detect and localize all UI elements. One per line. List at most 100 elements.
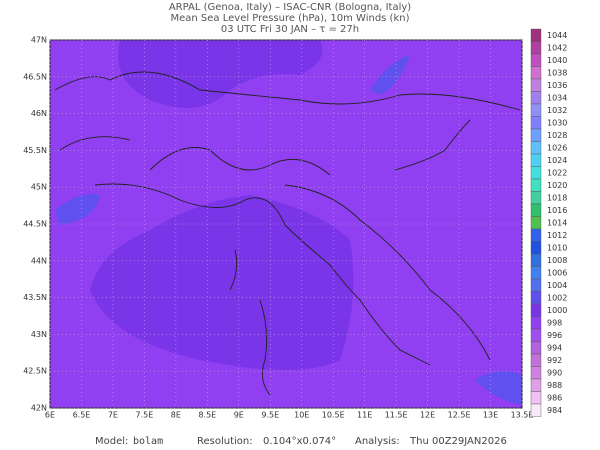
footer-label: Analysis:: [355, 436, 400, 447]
boundary-line: [54, 71, 521, 396]
x-tick-label: 6E: [45, 411, 55, 420]
colorbar-label: 1000: [547, 306, 567, 315]
colorbar-swatch: [530, 66, 542, 80]
colorbar-label: 984: [547, 406, 562, 415]
y-tick-label: 43.5N: [23, 293, 47, 302]
colorbar-label: 988: [547, 381, 562, 390]
x-tick-label: 6.5E: [73, 411, 91, 420]
x-tick-label: 9.5E: [261, 411, 279, 420]
colorbar-swatch: [530, 203, 542, 217]
y-tick-label: 46N: [31, 109, 47, 118]
colorbar-label: 1034: [547, 93, 567, 102]
colorbar-swatch: [530, 141, 542, 155]
x-tick-label: 13.5E: [511, 411, 534, 420]
colorbar-swatch: [530, 128, 542, 142]
colorbar-swatch: [530, 291, 542, 305]
colorbar-swatch: [530, 228, 542, 242]
colorbar-label: 1018: [547, 193, 567, 202]
colorbar-swatch: [530, 41, 542, 55]
colorbar-label: 1008: [547, 256, 567, 265]
x-tick-label: 10E: [294, 411, 309, 420]
colorbar-swatch: [530, 116, 542, 130]
footer-value: Thu 00Z29JAN2026: [409, 436, 507, 447]
colorbar-label: 996: [547, 331, 562, 340]
colorbar-swatch: [530, 341, 542, 355]
colorbar-label: 992: [547, 356, 562, 365]
footer-value: bolam: [133, 436, 163, 447]
x-tick-label: 7E: [108, 411, 118, 420]
colorbar-label: 994: [547, 343, 562, 352]
y-tick-label: 42.5N: [23, 367, 47, 376]
colorbar-label: 1006: [547, 268, 567, 277]
colorbar-label: 1026: [547, 143, 567, 152]
colorbar-swatch: [530, 366, 542, 380]
colorbar-swatch: [530, 241, 542, 255]
colorbar-swatch: [530, 191, 542, 205]
colorbar-swatch: [530, 178, 542, 192]
x-tick-label: 7.5E: [136, 411, 154, 420]
colorbar-swatch: [530, 78, 542, 92]
colorbar-swatch: [530, 353, 542, 367]
colorbar-swatch: [530, 166, 542, 180]
colorbar-swatch: [530, 153, 542, 167]
colorbar-label: 1002: [547, 293, 567, 302]
x-tick-label: 12.5E: [448, 411, 471, 420]
pressure-region: [55, 194, 100, 225]
colorbar-label: 1040: [547, 56, 567, 65]
pressure-region: [90, 195, 354, 370]
colorbar-label: 986: [547, 393, 562, 402]
x-tick-label: 13E: [483, 411, 498, 420]
y-tick-label: 44N: [31, 256, 47, 265]
colorbar-label: 1012: [547, 231, 567, 240]
y-tick-label: 45N: [31, 183, 47, 192]
footer-label: Resolution:: [197, 436, 253, 447]
y-tick-label: 44.5N: [23, 220, 47, 229]
colorbar-swatch: [530, 53, 542, 67]
colorbar-label: 1022: [547, 168, 567, 177]
colorbar-swatch: [530, 378, 542, 392]
colorbar-swatch: [530, 403, 542, 417]
colorbar-swatch: [530, 303, 542, 317]
x-tick-label: 10.5E: [322, 411, 345, 420]
footer-value: 0.104°x0.074°: [263, 436, 336, 447]
colorbar-label: 1044: [547, 31, 567, 40]
colorbar-label: 1032: [547, 106, 567, 115]
colorbar-swatch: [530, 253, 542, 267]
pressure-region: [370, 55, 410, 95]
title-line: ARPAL (Genoa, Italy) – ISAC-CNR (Bologna…: [169, 2, 411, 13]
colorbar-label: 1014: [547, 218, 567, 227]
colorbar-label: 1036: [547, 81, 567, 90]
colorbar-swatch: [530, 216, 542, 230]
colorbar-swatch: [530, 266, 542, 280]
colorbar-label: 1016: [547, 206, 567, 215]
colorbar-swatch: [530, 328, 542, 342]
colorbar-swatch: [530, 391, 542, 405]
x-tick-label: 12E: [420, 411, 435, 420]
colorbar-label: 1010: [547, 243, 567, 252]
colorbar-swatch: [530, 28, 542, 42]
colorbar-swatch: [530, 316, 542, 330]
y-tick-label: 45.5N: [23, 146, 47, 155]
colorbar-swatch: [530, 278, 542, 292]
colorbar-swatch: [530, 103, 542, 117]
x-tick-label: 11E: [357, 411, 372, 420]
x-tick-label: 8.5E: [198, 411, 216, 420]
colorbar-label: 1004: [547, 281, 567, 290]
y-tick-label: 43N: [31, 330, 47, 339]
colorbar-label: 998: [547, 318, 562, 327]
pressure-region: [475, 371, 522, 405]
colorbar-label: 1024: [547, 156, 567, 165]
title-line: Mean Sea Level Pressure (hPa), 10m Winds…: [171, 13, 410, 24]
pressure-region: [50, 40, 323, 108]
title-line: 03 UTC Fri 30 JAN – τ = 27h: [221, 24, 359, 35]
colorbar-label: 1042: [547, 43, 567, 52]
footer-label: Model:: [95, 436, 128, 447]
y-tick-label: 42N: [31, 404, 47, 413]
x-tick-label: 9E: [234, 411, 244, 420]
y-tick-label: 47N: [31, 36, 47, 45]
x-tick-label: 11.5E: [385, 411, 408, 420]
colorbar-label: 990: [547, 368, 562, 377]
colorbar-label: 1020: [547, 181, 567, 190]
x-tick-label: 8E: [171, 411, 181, 420]
